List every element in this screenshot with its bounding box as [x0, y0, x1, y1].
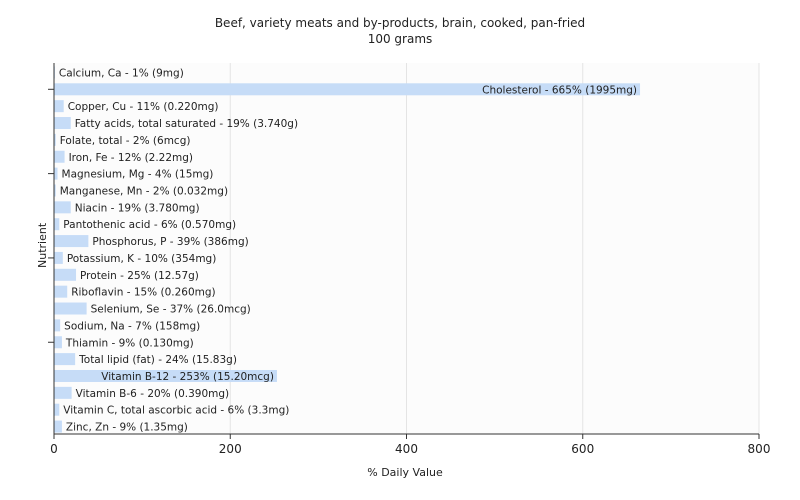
bar-label: Selenium, Se - 37% (26.0mcg): [91, 304, 251, 316]
bar-label: Manganese, Mn - 2% (0.032mg): [60, 185, 228, 197]
bar-label: Vitamin C, total ascorbic acid - 6% (3.3…: [63, 405, 289, 417]
chart-subtitle: 100 grams: [367, 32, 433, 46]
x-tick-label: 800: [748, 442, 771, 456]
bar-label: Phosphorus, P - 39% (386mg): [92, 236, 248, 248]
bar-label: Copper, Cu - 11% (0.220mg): [68, 101, 219, 113]
bar-label: Magnesium, Mg - 4% (15mg): [62, 169, 214, 181]
x-tick-label: 0: [50, 442, 58, 456]
bar-label: Calcium, Ca - 1% (9mg): [59, 67, 184, 79]
chart-title: Beef, variety meats and by-products, bra…: [214, 16, 586, 30]
bar-label: Fatty acids, total saturated - 19% (3.74…: [75, 118, 298, 130]
x-axis-label: % Daily Value: [367, 466, 443, 479]
bar: [54, 403, 60, 416]
bar: [54, 167, 58, 180]
x-tick-label: 200: [219, 442, 242, 456]
bar: [54, 150, 65, 163]
bar-label: Sodium, Na - 7% (158mg): [64, 320, 200, 332]
bar-label: Iron, Fe - 12% (2.22mg): [69, 152, 193, 164]
bar: [54, 420, 62, 433]
bar: [54, 386, 72, 399]
bar: [54, 353, 76, 366]
bar: [54, 133, 56, 146]
bar: [54, 100, 64, 113]
bar: [54, 117, 71, 130]
bar-label: Folate, total - 2% (6mcg): [60, 135, 191, 147]
bar: [54, 319, 61, 332]
x-tick-label: 600: [571, 442, 594, 456]
bar: [54, 285, 68, 298]
bar: [54, 268, 77, 281]
bar-label: Cholesterol - 665% (1995mg): [482, 84, 637, 96]
bar: [54, 201, 71, 214]
bar: [54, 218, 60, 231]
bar-label: Potassium, K - 10% (354mg): [67, 253, 217, 265]
x-tick-label: 400: [395, 442, 418, 456]
bar-label: Total lipid (fat) - 24% (15.83g): [78, 354, 237, 366]
bar-label: Pantothenic acid - 6% (0.570mg): [63, 219, 236, 231]
bar: [54, 251, 63, 264]
bar-label: Niacin - 19% (3.780mg): [75, 202, 200, 214]
bar-label: Thiamin - 9% (0.130mg): [65, 337, 194, 349]
bar-label: Riboflavin - 15% (0.260mg): [71, 287, 215, 299]
bar: [54, 184, 56, 197]
bar: [54, 369, 277, 382]
bar-label: Vitamin B-6 - 20% (0.390mg): [76, 388, 230, 400]
bar: [54, 336, 62, 349]
bar-label: Zinc, Zn - 9% (1.35mg): [66, 422, 188, 434]
bar: [54, 302, 87, 315]
bar-label: Protein - 25% (12.57g): [80, 270, 199, 282]
bar: [54, 83, 641, 96]
bar: [54, 235, 89, 248]
bar-label: Vitamin B-12 - 253% (15.20mcg): [101, 371, 274, 383]
